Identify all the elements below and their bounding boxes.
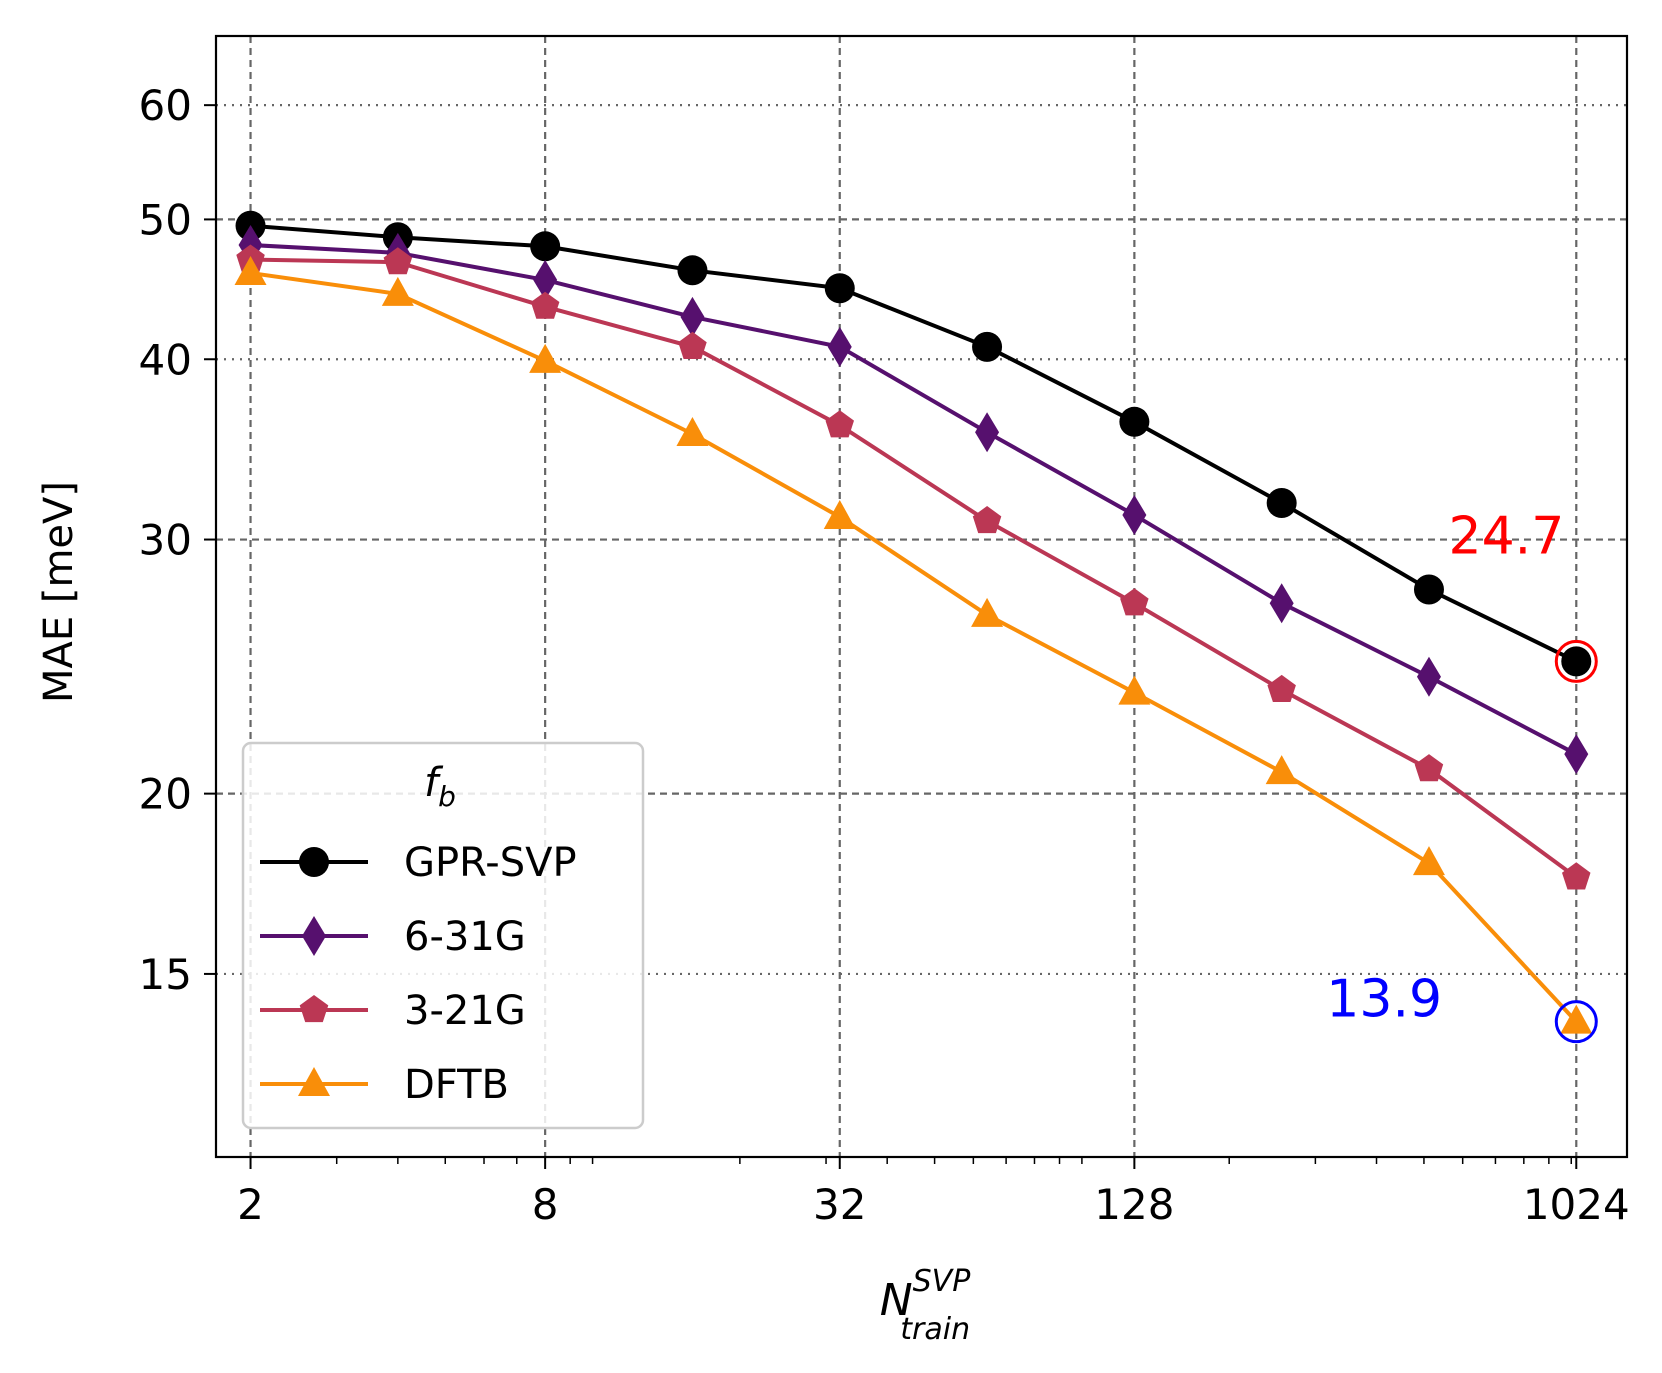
x-tick-label: 8 [532, 1180, 559, 1229]
triangle-marker [529, 343, 562, 373]
series-6-31g [238, 224, 1589, 775]
x-axis-label-sup: SVP [913, 1264, 972, 1299]
y-tick-label: 50 [139, 195, 192, 244]
series-gpr-svp [235, 210, 1592, 677]
triangle-marker [1560, 1004, 1593, 1034]
diamond-marker [1122, 494, 1147, 535]
x-tick-label: 1024 [1523, 1180, 1630, 1229]
pentagon-marker [1562, 862, 1591, 890]
series-line [250, 271, 1578, 1024]
series-line [250, 257, 1578, 879]
circle-marker [530, 231, 561, 262]
circle-marker [972, 331, 1003, 362]
legend-entry: GPR-SVP [260, 840, 577, 886]
circle-marker [1266, 488, 1297, 519]
y-tick-label: 30 [139, 516, 192, 565]
triangle-marker [1412, 846, 1445, 876]
y-tick-label: 15 [139, 950, 192, 999]
circle-marker [1413, 574, 1444, 605]
legend-label: GPR-SVP [404, 840, 577, 886]
triangle-marker [234, 256, 267, 286]
legend-entry: DFTB [260, 1062, 509, 1108]
x-axis-label-sub: train [900, 1312, 970, 1347]
circle-marker [824, 273, 855, 304]
circle-marker [299, 847, 329, 877]
series-line [250, 243, 1578, 756]
annotation-label: 24.7 [1449, 506, 1565, 566]
triangle-marker [1118, 675, 1151, 705]
triangle-marker [676, 417, 709, 447]
legend-label: 6-31G [404, 914, 526, 960]
y-axis-label: MAE [meV] [36, 481, 82, 703]
diamond-marker [680, 296, 705, 337]
x-tick-label: 128 [1094, 1180, 1174, 1229]
pentagon-marker [383, 247, 413, 275]
pentagon-marker [972, 506, 1002, 534]
diamond-marker [302, 916, 326, 956]
pentagon-marker [678, 331, 707, 359]
highlight-ring [1554, 1000, 1598, 1044]
triangle-marker [971, 597, 1004, 627]
y-tick-label: 20 [139, 770, 192, 819]
legend-entry: 3-21G [260, 988, 526, 1034]
pentagon-marker [299, 995, 329, 1023]
series-3-21g [236, 244, 1591, 890]
x-tick-label: 2 [237, 1180, 264, 1229]
highlight-ring [1554, 639, 1598, 683]
annotation-label: 13.9 [1326, 970, 1442, 1030]
triangle-marker [823, 499, 856, 529]
pentagon-marker [530, 291, 560, 319]
diamond-marker [827, 326, 852, 367]
legend-entries: GPR-SVP 6-31G 3-21G DFTB [260, 840, 577, 1108]
annotation-layer: 24.7 13.9 [1326, 506, 1598, 1044]
triangle-marker [1265, 755, 1298, 785]
pentagon-marker [825, 410, 854, 438]
legend-label: 3-21G [404, 988, 526, 1034]
circle-marker [677, 255, 708, 286]
diamond-marker [1416, 656, 1441, 697]
circle-marker [1119, 406, 1150, 437]
triangle-marker [298, 1067, 330, 1096]
series-dftb [234, 256, 1593, 1034]
x-tick-label: 32 [813, 1180, 866, 1229]
legend-entry: 6-31G [260, 914, 526, 960]
y-tick-label: 60 [139, 81, 192, 130]
legend-label: DFTB [404, 1062, 509, 1108]
pentagon-marker [1267, 674, 1296, 702]
pentagon-marker [1414, 754, 1444, 782]
x-axis-label: NSVP train [880, 1264, 971, 1347]
series-line [250, 223, 1578, 664]
triangle-marker [381, 276, 414, 306]
series-layer [234, 210, 1593, 1034]
x-axis-label-main: N [880, 1275, 913, 1326]
circle-marker [1561, 646, 1592, 677]
axes: 2 8 32 128 1024 15 20 30 40 50 60 [139, 81, 1630, 1229]
y-tick-label: 40 [139, 335, 192, 384]
legend-title-sub: b [438, 780, 456, 813]
diamond-marker [1564, 734, 1589, 775]
legend-box [241, 741, 645, 1130]
diamond-marker [1269, 583, 1294, 624]
pentagon-marker [1120, 588, 1149, 616]
diamond-marker [533, 259, 558, 300]
plot-frame [214, 34, 1629, 1159]
diamond-marker [975, 412, 1000, 453]
